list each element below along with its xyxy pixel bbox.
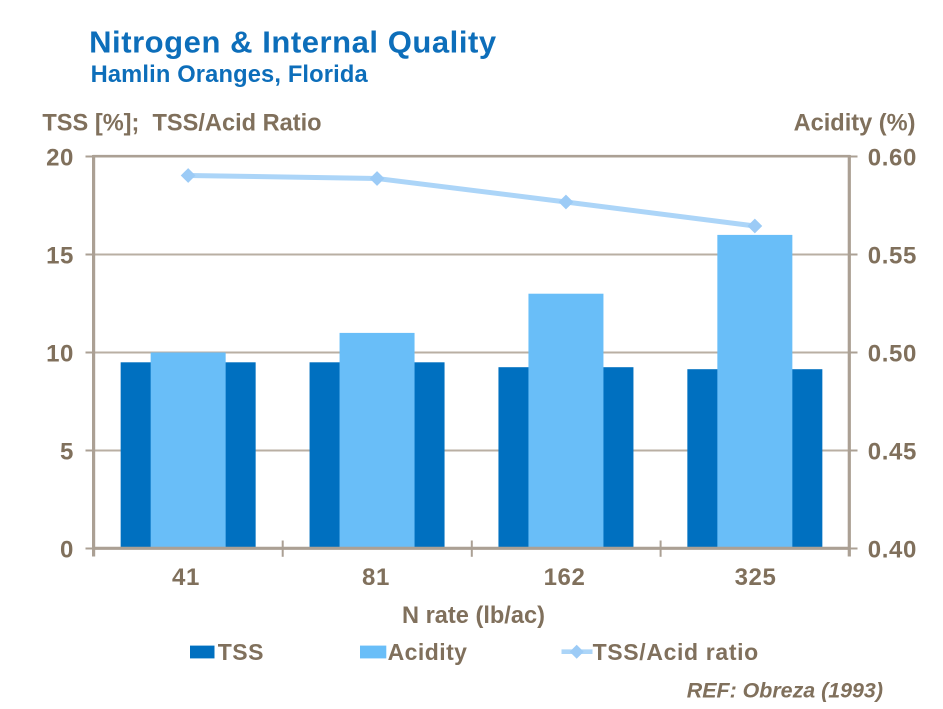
svg-text:325: 325 <box>735 564 777 591</box>
svg-text:TSS [%]; TSS/Acid Ratio: TSS [%]; TSS/Acid Ratio <box>42 111 321 137</box>
svg-text:Acidity (%): Acidity (%) <box>794 111 916 137</box>
svg-text:Nitrogen & Internal Quality: Nitrogen & Internal Quality <box>89 24 497 59</box>
svg-text:15: 15 <box>46 242 74 269</box>
svg-text:10: 10 <box>46 340 74 367</box>
svg-text:0: 0 <box>60 536 74 563</box>
svg-text:0.60: 0.60 <box>868 144 917 171</box>
svg-text:Acidity: Acidity <box>388 639 468 665</box>
svg-text:0.45: 0.45 <box>868 438 917 465</box>
svg-text:20: 20 <box>46 144 74 171</box>
svg-text:5: 5 <box>60 438 74 465</box>
svg-text:162: 162 <box>544 564 586 591</box>
svg-text:0.55: 0.55 <box>868 242 917 269</box>
svg-text:TSS: TSS <box>218 639 264 665</box>
svg-text:81: 81 <box>362 564 390 591</box>
svg-text:0.50: 0.50 <box>868 340 917 367</box>
svg-text:TSS/Acid ratio: TSS/Acid ratio <box>593 639 759 665</box>
svg-text:41: 41 <box>172 564 200 591</box>
svg-text:REF: Obreza (1993): REF: Obreza (1993) <box>687 678 883 702</box>
svg-text:0.40: 0.40 <box>868 536 917 563</box>
svg-text:Hamlin Oranges, Florida: Hamlin Oranges, Florida <box>91 62 369 88</box>
svg-text:N rate (lb/ac): N rate (lb/ac) <box>402 603 545 629</box>
